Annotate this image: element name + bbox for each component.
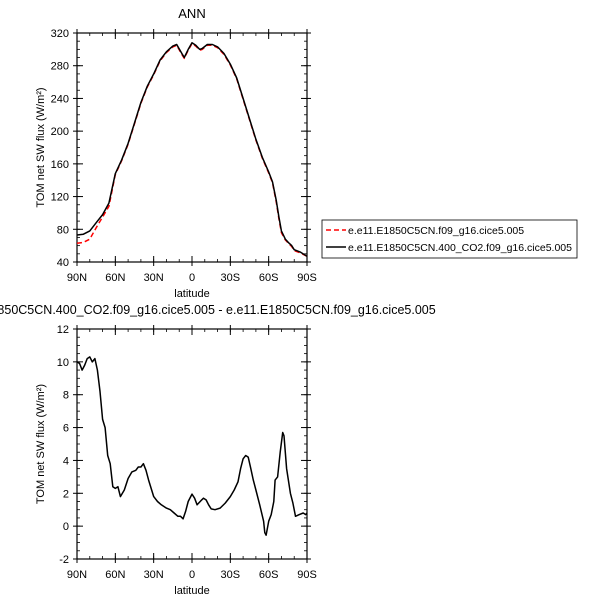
y-tick-label: 320 (51, 28, 69, 40)
y-tick-label: 280 (51, 61, 69, 73)
x-tick-label: 90N (67, 569, 87, 581)
plot-frame (76, 32, 308, 263)
y-tick-label: 0 (63, 521, 69, 533)
x-tick-label: 60S (259, 569, 279, 581)
x-tick-label: 90S (297, 569, 317, 581)
legend-label: e.e11.E1850C5CN.400_CO2.f09_g16.cice5.00… (348, 242, 572, 254)
y-axis-label: TOM net SW flux (W/m²) (35, 384, 47, 504)
plot-1: 40 80 120 160 200 240 280 320 90N 60N 30N 0 30S 60S 90… (35, 6, 578, 300)
x-axis-label: latitude (174, 585, 209, 597)
y-tick-label: -2 (59, 554, 69, 566)
y-tick-label: 200 (51, 126, 69, 138)
y-tick-label: 12 (57, 324, 69, 336)
x-axis-label: latitude (174, 288, 209, 300)
plot-title: e.e11.E1850C5CN.400_CO2.f09_g16.cice5.00… (0, 303, 436, 317)
series-line-1 (76, 356, 308, 536)
y-tick-label: 80 (57, 224, 69, 236)
y-tick-label: 160 (51, 159, 69, 171)
y-tick-label: 4 (63, 455, 69, 467)
x-tick-label: 60N (105, 272, 125, 284)
y-tick-label: 10 (57, 357, 69, 369)
x-tick-label: 30N (144, 569, 164, 581)
y-tick-label: 6 (63, 423, 69, 435)
y-axis-label: TOM net SW flux (W/m²) (35, 87, 47, 207)
series-line-1 (76, 42, 308, 257)
legend-box (321, 219, 578, 259)
y-tick-label: 120 (51, 192, 69, 204)
x-tick-label: 0 (189, 569, 195, 581)
x-tick-label: 30N (144, 272, 164, 284)
plot-title: ANN (178, 6, 205, 21)
x-tick-label: 90S (297, 272, 317, 284)
legend-label: e.e11.E1850C5CN.f09_g16.cice5.005 (348, 225, 524, 237)
y-tick-label: 8 (63, 390, 69, 402)
x-tick-label: 30S (221, 569, 241, 581)
y-tick-label: 2 (63, 488, 69, 500)
plot-2: -2 0 2 4 6 8 10 12 90N 60N 30N 0 30S 60S 90S e.e11.E185… (0, 303, 436, 597)
x-tick-label: 90N (67, 272, 87, 284)
plot-frame (76, 328, 308, 560)
x-tick-label: 0 (189, 272, 195, 284)
series-line-2 (76, 42, 308, 257)
x-tick-label: 30S (221, 272, 241, 284)
x-tick-label: 60N (105, 569, 125, 581)
y-tick-label: 240 (51, 93, 69, 105)
x-tick-label: 60S (259, 272, 279, 284)
y-tick-label: 40 (57, 257, 69, 269)
legend: e.e11.E1850C5CN.f09_g16.cice5.005 e.e11.E… (321, 219, 578, 259)
